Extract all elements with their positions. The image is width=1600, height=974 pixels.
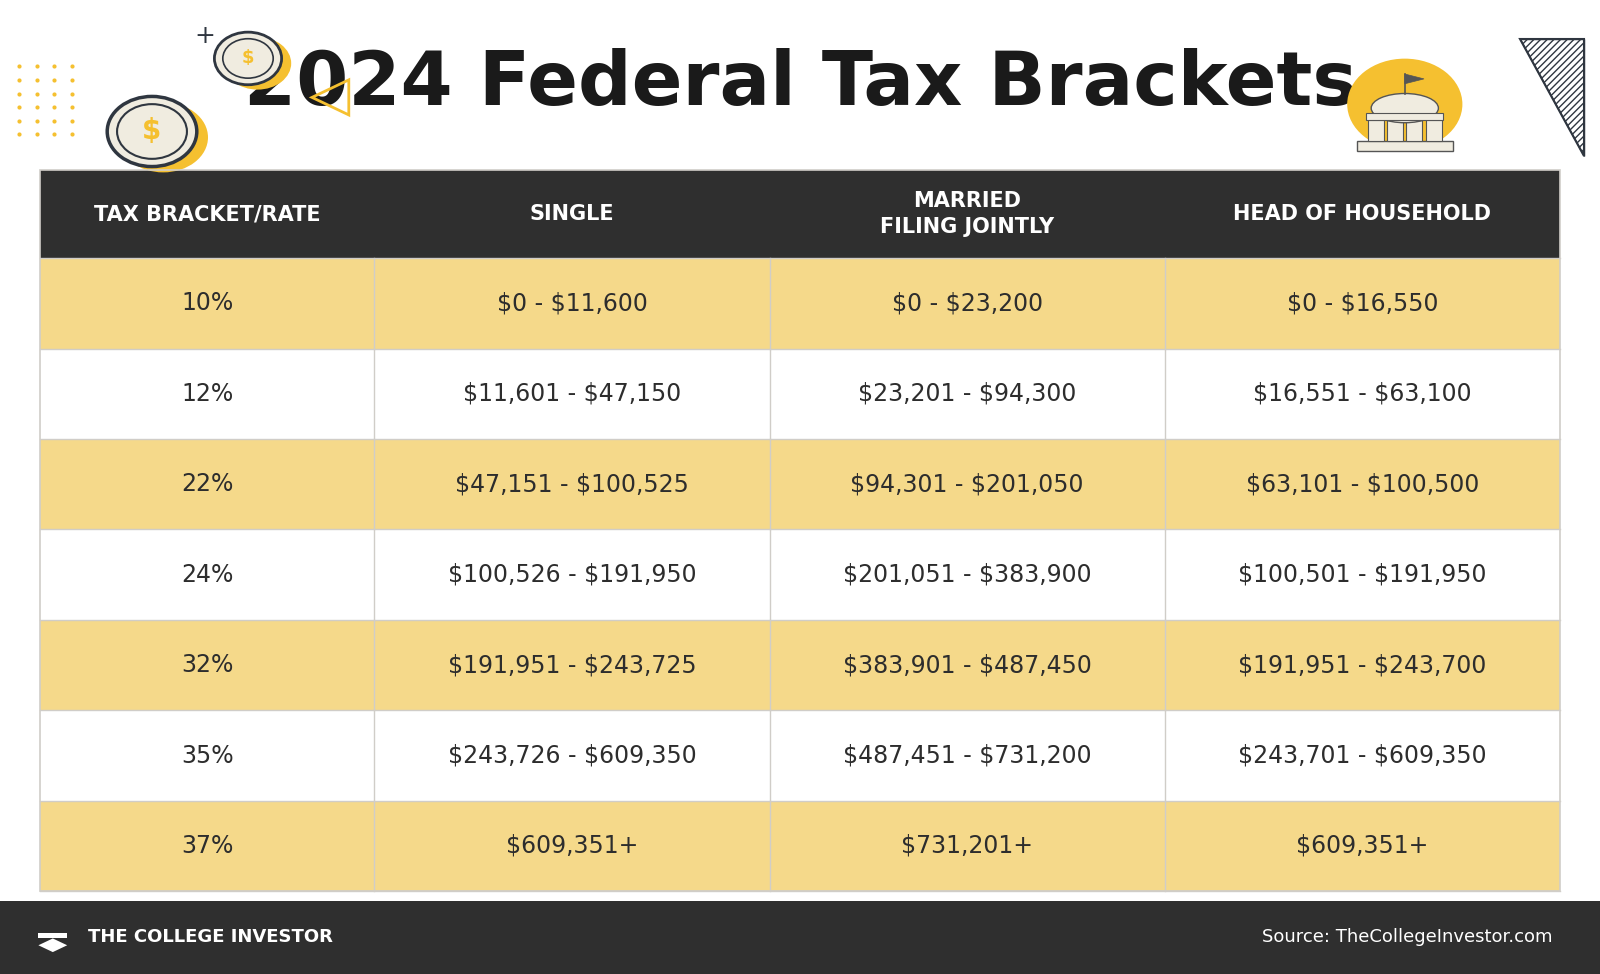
Text: THE COLLEGE INVESTOR: THE COLLEGE INVESTOR <box>88 928 333 947</box>
Text: $47,151 - $100,525: $47,151 - $100,525 <box>454 472 690 496</box>
FancyBboxPatch shape <box>1387 120 1403 141</box>
Text: $609,351+: $609,351+ <box>506 834 638 858</box>
Text: 10%: 10% <box>181 291 234 316</box>
Text: $63,101 - $100,500: $63,101 - $100,500 <box>1246 472 1478 496</box>
FancyBboxPatch shape <box>1406 120 1422 141</box>
Text: $23,201 - $94,300: $23,201 - $94,300 <box>858 382 1077 406</box>
FancyBboxPatch shape <box>40 530 1560 619</box>
FancyBboxPatch shape <box>40 258 1560 349</box>
Text: TAX BRACKET/RATE: TAX BRACKET/RATE <box>94 205 320 224</box>
Ellipse shape <box>107 96 197 167</box>
Text: 24%: 24% <box>181 563 234 586</box>
Ellipse shape <box>1371 94 1438 123</box>
Text: 32%: 32% <box>181 654 234 677</box>
Ellipse shape <box>214 32 282 85</box>
FancyBboxPatch shape <box>40 439 1560 530</box>
Text: $243,701 - $609,350: $243,701 - $609,350 <box>1238 743 1486 768</box>
Polygon shape <box>1520 39 1584 156</box>
Text: $487,451 - $731,200: $487,451 - $731,200 <box>843 743 1091 768</box>
Text: $201,051 - $383,900: $201,051 - $383,900 <box>843 563 1091 586</box>
Text: MARRIED
FILING JOINTLY: MARRIED FILING JOINTLY <box>880 192 1054 237</box>
Text: HEAD OF HOUSEHOLD: HEAD OF HOUSEHOLD <box>1234 205 1491 224</box>
Text: $100,501 - $191,950: $100,501 - $191,950 <box>1238 563 1486 586</box>
FancyBboxPatch shape <box>40 349 1560 439</box>
Text: $609,351+: $609,351+ <box>1296 834 1429 858</box>
Text: Source: TheCollegeInvestor.com: Source: TheCollegeInvestor.com <box>1261 928 1552 947</box>
Text: $191,951 - $243,725: $191,951 - $243,725 <box>448 654 696 677</box>
Text: 12%: 12% <box>181 382 234 406</box>
FancyBboxPatch shape <box>40 170 1560 258</box>
Text: $731,201+: $731,201+ <box>901 834 1034 858</box>
FancyBboxPatch shape <box>1368 120 1384 141</box>
Text: 22%: 22% <box>181 472 234 496</box>
Text: $243,726 - $609,350: $243,726 - $609,350 <box>448 743 696 768</box>
FancyBboxPatch shape <box>40 801 1560 891</box>
Text: $: $ <box>242 50 254 67</box>
Text: $100,526 - $191,950: $100,526 - $191,950 <box>448 563 696 586</box>
Text: $383,901 - $487,450: $383,901 - $487,450 <box>843 654 1091 677</box>
Text: $94,301 - $201,050: $94,301 - $201,050 <box>851 472 1083 496</box>
Ellipse shape <box>1347 58 1462 150</box>
FancyBboxPatch shape <box>38 933 67 939</box>
Polygon shape <box>38 939 67 953</box>
Text: $11,601 - $47,150: $11,601 - $47,150 <box>462 382 682 406</box>
FancyBboxPatch shape <box>0 901 1600 974</box>
Text: $0 - $11,600: $0 - $11,600 <box>496 291 648 316</box>
Text: $0 - $23,200: $0 - $23,200 <box>891 291 1043 316</box>
FancyBboxPatch shape <box>1426 120 1442 141</box>
Text: +: + <box>194 24 216 48</box>
Text: SINGLE: SINGLE <box>530 205 614 224</box>
FancyBboxPatch shape <box>40 619 1560 710</box>
Ellipse shape <box>118 102 208 172</box>
Ellipse shape <box>224 37 291 90</box>
FancyBboxPatch shape <box>1366 113 1443 120</box>
Text: $16,551 - $63,100: $16,551 - $63,100 <box>1253 382 1472 406</box>
Text: 37%: 37% <box>181 834 234 858</box>
Text: 35%: 35% <box>181 743 234 768</box>
Text: $0 - $16,550: $0 - $16,550 <box>1286 291 1438 316</box>
Polygon shape <box>1405 74 1424 84</box>
FancyBboxPatch shape <box>40 710 1560 801</box>
Text: 2024 Federal Tax Brackets: 2024 Federal Tax Brackets <box>243 49 1357 121</box>
Text: $: $ <box>142 118 162 145</box>
Text: $191,951 - $243,700: $191,951 - $243,700 <box>1238 654 1486 677</box>
FancyBboxPatch shape <box>1357 141 1453 151</box>
